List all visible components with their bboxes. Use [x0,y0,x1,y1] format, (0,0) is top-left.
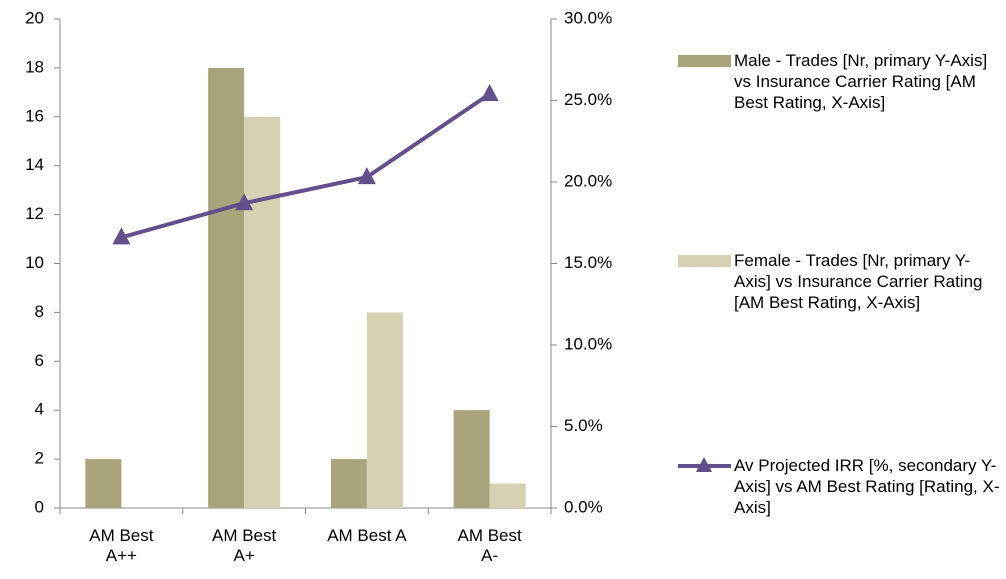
marker [357,167,376,185]
y-tick-label: 8 [35,302,44,321]
y-tick-label: 6 [35,351,44,370]
bar [489,483,526,508]
bar [453,410,490,508]
y-tick-label: 0 [35,497,44,516]
legend-swatch [678,55,731,67]
y2-tick-label: 5.0% [564,416,603,435]
y2-tick-label: 10.0% [564,334,612,353]
legend-label: Av Projected IRR [%, secondary Y-Axis] v… [734,456,1000,517]
y2-tick-label: 20.0% [564,171,612,190]
legend-swatch [678,255,731,267]
legend-label: Female - Trades [Nr, primary Y-Axis] vs … [734,251,983,312]
legend-marker [696,457,712,472]
y-tick-label: 20 [25,8,44,27]
x-tick-label: AM Best A++ [89,526,154,565]
y2-tick-label: 0.0% [564,497,603,516]
y-tick-label: 14 [25,155,44,174]
y2-tick-label: 15.0% [564,253,612,272]
marker [480,83,499,101]
legend-label: Male - Trades [Nr, primary Y-Axis] vs In… [734,51,988,112]
line [120,92,491,240]
bar [366,312,403,508]
x-tick-label: AM Best A+ [212,526,277,565]
bar [208,67,245,509]
y-tick-label: 12 [25,204,44,223]
y-tick-label: 16 [25,106,44,125]
y2-tick-label: 25.0% [564,90,612,109]
x-tick-label: AM Best A- [457,526,522,565]
y-tick-label: 18 [25,57,44,76]
y-tick-label: 2 [35,449,44,468]
y-tick-label: 10 [25,253,44,272]
x-tick-label: AM Best A [327,526,407,545]
bar [244,116,281,509]
bar [330,459,367,508]
y-tick-label: 4 [35,400,44,419]
marker [112,227,131,245]
marker [235,193,254,211]
y2-tick-label: 30.0% [564,8,612,27]
bar [85,459,122,508]
